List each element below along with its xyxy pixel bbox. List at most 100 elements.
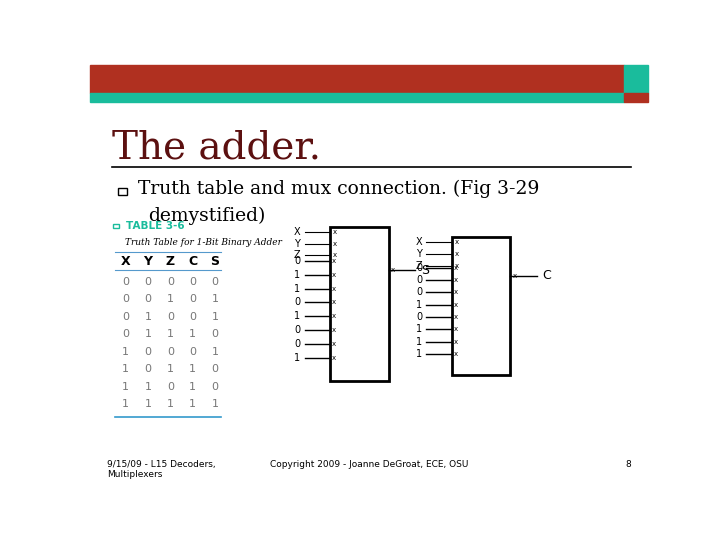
Text: 0: 0	[145, 277, 151, 287]
Text: 1: 1	[167, 329, 174, 339]
Text: Z: Z	[166, 254, 175, 267]
Text: Truth Table for 1-Bit Binary Adder: Truth Table for 1-Bit Binary Adder	[125, 238, 282, 247]
Text: Z: Z	[294, 250, 300, 260]
Text: x: x	[455, 239, 459, 245]
Text: TABLE 3-6: TABLE 3-6	[126, 221, 184, 231]
Text: 1: 1	[189, 382, 196, 392]
Text: 0: 0	[212, 364, 218, 374]
Text: 0: 0	[189, 294, 196, 305]
Text: x: x	[332, 272, 336, 278]
Text: 1: 1	[294, 284, 300, 294]
Text: 1: 1	[145, 399, 151, 409]
Text: x: x	[454, 351, 458, 357]
Text: 1: 1	[122, 382, 129, 392]
Text: 1: 1	[189, 399, 196, 409]
Text: 0: 0	[145, 294, 151, 305]
Text: 9/15/09 - L15 Decoders,
Multiplexers: 9/15/09 - L15 Decoders, Multiplexers	[107, 460, 215, 479]
Text: 1: 1	[212, 399, 218, 409]
Text: x: x	[333, 241, 338, 247]
Text: X: X	[294, 227, 300, 237]
Text: Z: Z	[415, 261, 422, 271]
Text: X: X	[121, 254, 130, 267]
Text: 1: 1	[189, 364, 196, 374]
Text: 0: 0	[212, 329, 218, 339]
Text: x: x	[332, 313, 336, 319]
Text: 1: 1	[294, 269, 300, 280]
Text: x: x	[332, 355, 336, 361]
Text: x: x	[332, 286, 336, 292]
Text: x: x	[513, 273, 516, 279]
Text: S: S	[210, 254, 220, 267]
Text: 1: 1	[294, 311, 300, 321]
Text: 0: 0	[167, 312, 174, 322]
Text: 0: 0	[122, 329, 129, 339]
Text: x: x	[454, 302, 458, 308]
Bar	[90, 65, 624, 93]
Text: 1: 1	[145, 382, 151, 392]
Text: 0: 0	[294, 298, 300, 307]
Text: x: x	[333, 229, 338, 235]
Text: 0: 0	[212, 277, 218, 287]
Text: Y: Y	[416, 249, 422, 259]
Text: 1: 1	[167, 399, 174, 409]
Text: X: X	[415, 238, 422, 247]
Text: 1: 1	[212, 312, 218, 322]
Text: x: x	[454, 277, 458, 283]
Text: C: C	[543, 269, 552, 282]
Text: Copyright 2009 - Joanne DeGroat, ECE, OSU: Copyright 2009 - Joanne DeGroat, ECE, OS…	[270, 460, 468, 469]
Bar	[330, 227, 389, 381]
Text: 0: 0	[294, 325, 300, 335]
Text: 8: 8	[626, 460, 631, 469]
Text: x: x	[333, 252, 338, 258]
Text: x: x	[454, 339, 458, 345]
Text: 1: 1	[122, 347, 129, 357]
Text: The adder.: The adder.	[112, 129, 321, 166]
Text: 0: 0	[189, 312, 196, 322]
Bar	[624, 65, 648, 93]
Text: 0: 0	[189, 277, 196, 287]
Text: 0: 0	[189, 347, 196, 357]
Text: 0: 0	[294, 339, 300, 349]
Text: x: x	[332, 327, 336, 333]
Bar	[114, 224, 119, 228]
Text: demystified): demystified)	[148, 207, 266, 225]
Text: 1: 1	[212, 347, 218, 357]
Text: 0: 0	[167, 382, 174, 392]
Bar	[451, 238, 510, 375]
Text: Y: Y	[294, 239, 300, 248]
Text: x: x	[454, 314, 458, 320]
Text: S: S	[421, 264, 429, 276]
Text: x: x	[455, 262, 459, 268]
Text: 1: 1	[145, 312, 151, 322]
Text: x: x	[332, 299, 336, 305]
Text: 1: 1	[416, 325, 422, 334]
Text: x: x	[332, 341, 336, 347]
Text: 0: 0	[122, 294, 129, 305]
Text: 1: 1	[416, 300, 422, 309]
Text: 1: 1	[212, 294, 218, 305]
Text: 0: 0	[416, 287, 422, 297]
Text: 0: 0	[416, 275, 422, 285]
Text: 0: 0	[145, 364, 151, 374]
Text: x: x	[455, 251, 459, 257]
Text: Y: Y	[143, 254, 153, 267]
Text: x: x	[454, 265, 458, 271]
Text: 0: 0	[167, 347, 174, 357]
Text: 1: 1	[167, 364, 174, 374]
Text: x: x	[454, 326, 458, 332]
Text: x: x	[391, 267, 395, 273]
Text: 0: 0	[294, 256, 300, 266]
Text: C: C	[188, 254, 197, 267]
Text: 1: 1	[145, 329, 151, 339]
Text: Truth table and mux connection. (Fig 3-29: Truth table and mux connection. (Fig 3-2…	[138, 180, 539, 198]
Bar	[118, 188, 127, 195]
Text: 1: 1	[416, 349, 422, 359]
Text: 1: 1	[416, 336, 422, 347]
Text: x: x	[454, 289, 458, 295]
Text: 1: 1	[189, 329, 196, 339]
Text: 1: 1	[294, 353, 300, 363]
Text: 0: 0	[145, 347, 151, 357]
Bar	[624, 93, 648, 102]
Text: 0: 0	[122, 312, 129, 322]
Bar	[90, 93, 624, 102]
